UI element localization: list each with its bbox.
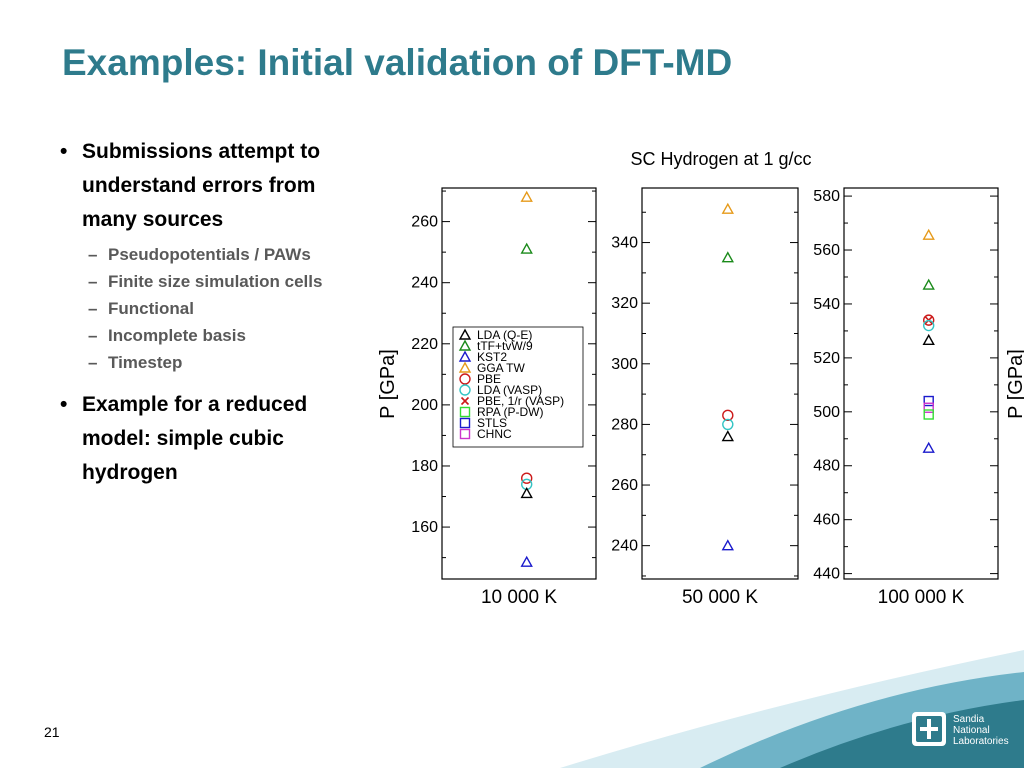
data-point [721, 251, 734, 263]
sub-bullet: – Incomplete basis [88, 326, 246, 345]
slide-title: Examples: Initial validation of DFT-MD [62, 42, 733, 83]
bullet-2-text: Example for a reduced model: simple cubi… [82, 393, 308, 484]
y-tick-label: 300 [611, 356, 638, 373]
data-point [520, 487, 533, 499]
sub-bullet: – Pseudopotentials / PAWs [88, 245, 311, 264]
sandia-logo: Sandia National Laboratories [912, 712, 1009, 747]
legend-marker [459, 373, 471, 385]
legend-marker [458, 350, 472, 362]
data-point [922, 333, 935, 346]
data-point [923, 319, 935, 332]
y-tick-label: 440 [813, 566, 840, 583]
bullet-1-subitems: – Pseudopotentials / PAWs – Finite size si… [60, 241, 370, 376]
y-tick-label: 200 [411, 397, 438, 414]
page-number: 21 [44, 724, 60, 740]
legend-label: GGA TW [477, 361, 525, 375]
data-point [922, 278, 935, 290]
data-point [923, 314, 935, 326]
bullet-list: • Submissions attempt to understand error… [60, 135, 370, 494]
y-tick-label: 480 [813, 458, 840, 475]
legend-label: STLS [477, 416, 507, 430]
sub-bullet: – Functional [88, 299, 194, 318]
logo-text-line: Sandia [953, 714, 985, 725]
legend-marker [460, 396, 470, 406]
x-axis-label: 100 000 K [878, 587, 965, 608]
legend-label: LDA (VASP) [477, 383, 542, 397]
legend-label: PBE, 1/r (VASP) [477, 394, 564, 408]
y-tick-label: 240 [411, 275, 438, 292]
data-point [520, 242, 533, 254]
data-point [923, 409, 934, 420]
logo-text-line: Laboratories [953, 736, 1009, 747]
y-tick-label: 220 [411, 336, 438, 353]
y-tick-label: 160 [411, 519, 438, 536]
x-axis-label: 50 000 K [682, 587, 758, 608]
data-point [520, 555, 533, 567]
bullet-2: • Example for a reduced model: simple cub… [60, 393, 308, 484]
y-tick-label: 500 [813, 404, 840, 421]
y-tick-label: 560 [813, 242, 840, 259]
data-point [923, 402, 934, 413]
data-point [922, 441, 935, 453]
data-point [922, 228, 935, 240]
y-tick-label: 240 [611, 538, 638, 555]
legend-marker [459, 384, 471, 396]
y-tick-label: 520 [813, 350, 840, 367]
data-point [722, 418, 734, 431]
data-point [923, 395, 934, 407]
data-point [721, 430, 734, 442]
legend-label: tTF+tvW/9 [477, 339, 533, 353]
legend-label: PBE [477, 372, 501, 386]
data-point [521, 472, 533, 484]
legend-marker [459, 417, 471, 429]
y-tick-label: 180 [411, 458, 438, 475]
legend-label: KST2 [477, 350, 507, 364]
y-axis-label: P [GPa] [377, 349, 399, 419]
data-point [520, 190, 533, 202]
y-tick-label: 280 [611, 416, 638, 433]
legend-label: LDA (Q-E) [477, 328, 532, 342]
y-tick-label: 460 [813, 512, 840, 529]
legend-label: CHNC [477, 427, 512, 441]
legend-box [452, 326, 584, 448]
data-point [721, 539, 734, 551]
panel-frame [441, 187, 597, 580]
legend-marker [459, 406, 471, 418]
y-axis-label: P [GPa] [1005, 349, 1024, 419]
bullet-1-text: Submissions attempt to understand errors… [82, 140, 321, 231]
legend-marker [459, 428, 471, 440]
y-tick-label: 260 [411, 214, 438, 231]
bullet-1: • Submissions attempt to understand error… [60, 140, 321, 231]
wave-decoration [780, 700, 1024, 768]
y-tick-label: 320 [611, 295, 638, 312]
logo-text-line: National [953, 725, 990, 736]
y-tick-label: 260 [611, 477, 638, 494]
data-point [722, 409, 734, 422]
legend-marker [458, 328, 472, 340]
x-axis-label: 10 000 K [481, 587, 557, 608]
sub-bullet: – Finite size simulation cells [88, 272, 323, 291]
legend-label: RPA (P-DW) [477, 405, 543, 419]
panel-frame [843, 187, 999, 580]
y-tick-label: 340 [611, 235, 638, 252]
panel-frame [641, 187, 799, 580]
y-tick-label: 580 [813, 188, 840, 205]
chart-title: SC Hydrogen at 1 g/cc [630, 149, 811, 169]
data-point [721, 202, 734, 214]
legend-marker [458, 339, 472, 351]
legend-marker [458, 361, 472, 373]
y-tick-label: 540 [813, 296, 840, 313]
sub-bullet: – Timestep [88, 353, 183, 372]
